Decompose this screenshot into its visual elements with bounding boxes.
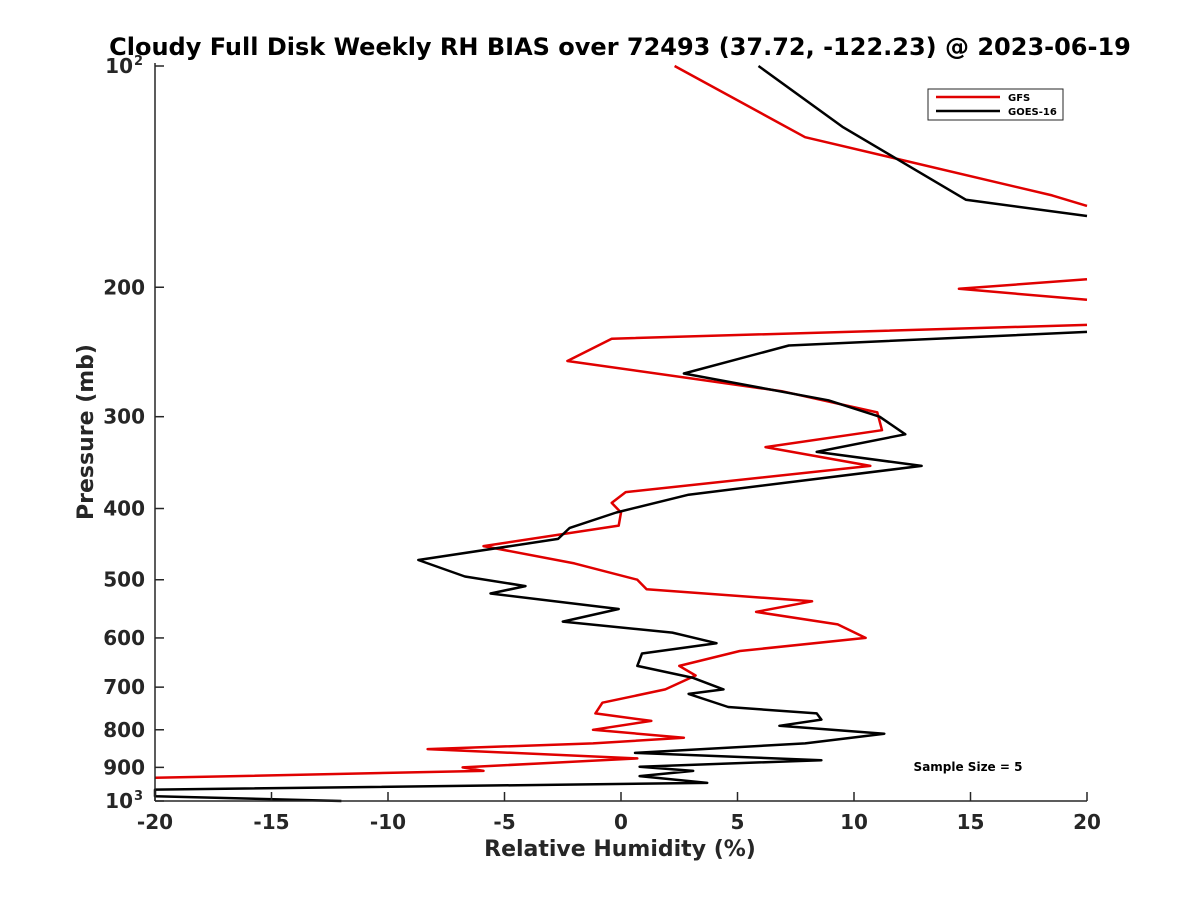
y-tick-label: 10 bbox=[105, 54, 133, 78]
legend: GFS GOES-16 bbox=[927, 88, 1064, 121]
y-tick-label: 700 bbox=[103, 675, 145, 699]
y-tick-label: 600 bbox=[103, 626, 145, 650]
sample-size-annotation: Sample Size = 5 bbox=[914, 760, 1023, 774]
legend-box bbox=[927, 88, 1064, 121]
series-line-goes16-segment-1 bbox=[757, 64, 1088, 218]
x-axis-label: Relative Humidity (%) bbox=[484, 837, 756, 862]
x-tick-label: -20 bbox=[137, 810, 173, 834]
chart-title: Cloudy Full Disk Weekly RH BIAS over 724… bbox=[109, 33, 1131, 61]
y-tick-label: 300 bbox=[103, 405, 145, 429]
series-line-goes16-segment-2 bbox=[153, 330, 1088, 803]
legend-label-gfs: GFS bbox=[1008, 93, 1030, 104]
y-tick-label: 10 bbox=[105, 789, 133, 813]
x-tick-label: 10 bbox=[840, 810, 868, 834]
y-tick-label: 400 bbox=[103, 497, 145, 521]
y-tick-exponent: 2 bbox=[134, 54, 143, 69]
series-line-gfs-segment-2 bbox=[957, 277, 1088, 302]
axes bbox=[154, 63, 1087, 802]
x-tick-label: 5 bbox=[731, 810, 745, 834]
plot-lines bbox=[153, 64, 1088, 803]
y-tick-label: 200 bbox=[103, 275, 145, 299]
series-line-gfs-segment-1 bbox=[674, 64, 1088, 208]
x-ticks: -20 -15 -10 -5 0 5 10 15 20 bbox=[137, 792, 1101, 834]
x-tick-label: -5 bbox=[493, 810, 515, 834]
y-tick-label: 500 bbox=[103, 568, 145, 592]
x-tick-label: -10 bbox=[370, 810, 406, 834]
x-tick-label: -15 bbox=[253, 810, 289, 834]
y-axis-label: Pressure (mb) bbox=[74, 344, 99, 520]
series-line-gfs-segment-3 bbox=[154, 323, 1088, 780]
y-tick-label: 800 bbox=[103, 718, 145, 742]
y-tick-exponent: 3 bbox=[134, 789, 143, 804]
x-tick-label: 0 bbox=[614, 810, 628, 834]
y-tick-label: 900 bbox=[103, 755, 145, 779]
x-tick-label: 15 bbox=[957, 810, 985, 834]
x-tick-label: 20 bbox=[1073, 810, 1101, 834]
legend-label-goes16: GOES-16 bbox=[1008, 107, 1057, 118]
